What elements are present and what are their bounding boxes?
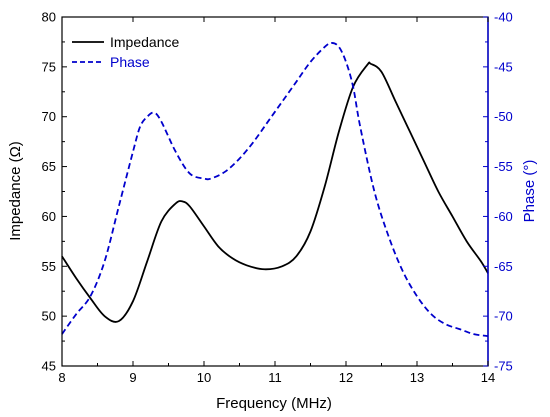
y2-axis-title: Phase (°): [521, 160, 538, 223]
y-tick-label: 60: [42, 209, 56, 224]
y-tick-label: 55: [42, 259, 56, 274]
x-tick-label: 14: [481, 370, 495, 385]
x-tick-label: 11: [268, 370, 282, 385]
x-tick-label: 8: [58, 370, 65, 385]
x-tick-label: 12: [339, 370, 353, 385]
y2-tick-label: -60: [494, 209, 513, 224]
y2-tick-label: -45: [494, 59, 513, 74]
legend-label-impedance: Impedance: [110, 34, 179, 50]
y2-tick-label: -40: [494, 10, 513, 25]
series-line-impedance: [61, 61, 489, 323]
y2-tick-label: -70: [494, 309, 513, 324]
x-tick-label: 9: [129, 370, 136, 385]
y-tick-label: 65: [42, 159, 56, 174]
legend: Impedance Phase: [72, 34, 179, 70]
y-axis-title: Impedance (Ω): [7, 141, 24, 241]
series-layer: [61, 42, 489, 337]
x-axis-title: Frequency (MHz): [216, 395, 332, 412]
y-tick-label: 50: [42, 309, 56, 324]
y-tick-label: 75: [42, 59, 56, 74]
y-tick-label: 70: [42, 109, 56, 124]
x-tick-label: 10: [197, 370, 211, 385]
y2-tick-label: -50: [494, 109, 513, 124]
y-tick-label: 45: [42, 359, 56, 374]
ticks-layer: 8 9 10 11 12 13 14 45 50 55 60 65 70 75 80 -75 -70 -65 -60…: [42, 10, 513, 386]
x-tick-label: 13: [410, 370, 424, 385]
y2-tick-label: -55: [494, 159, 513, 174]
series-line-phase: [61, 42, 489, 337]
legend-label-phase: Phase: [110, 54, 150, 70]
y2-tick-label: -65: [494, 259, 513, 274]
y2-tick-label: -75: [494, 359, 513, 374]
y-tick-label: 80: [42, 10, 56, 25]
